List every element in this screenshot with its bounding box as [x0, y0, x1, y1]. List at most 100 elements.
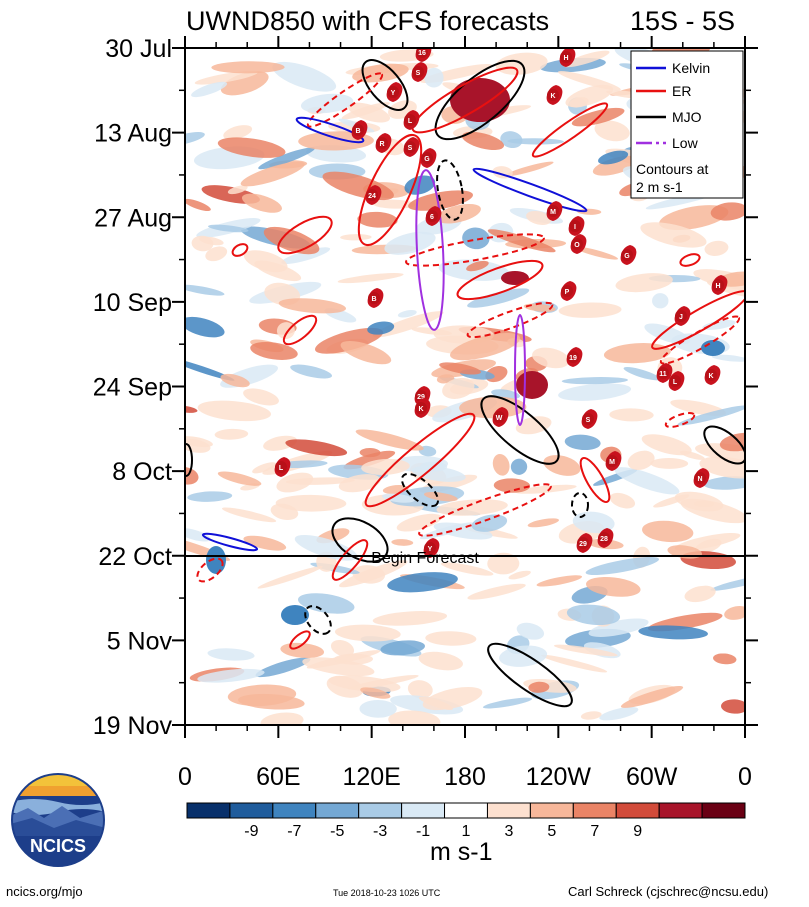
wave-contour	[304, 605, 332, 635]
anomaly-patch	[702, 320, 736, 330]
anomaly-patch	[674, 533, 741, 551]
wave-contours	[185, 59, 745, 708]
anomaly-patch	[564, 434, 601, 451]
anomaly-patch	[466, 260, 489, 272]
chart-title: UWND850 with CFS forecasts	[186, 6, 550, 36]
colorbar-units: m s-1	[430, 838, 493, 866]
storm-marker-body	[577, 537, 589, 549]
anomaly-patch	[487, 552, 520, 575]
storm-marker-label: K	[708, 373, 713, 380]
anomaly-patch	[573, 246, 618, 260]
anomaly-patch	[260, 712, 304, 725]
anomaly-patch	[493, 478, 531, 493]
footer-url: ncics.org/mjo	[6, 884, 83, 899]
storm-marker: B	[351, 120, 368, 140]
anomaly-patch	[720, 699, 745, 714]
anomaly-patch	[532, 347, 570, 369]
anomaly-patch	[278, 298, 347, 314]
anomaly-patch	[553, 644, 618, 657]
anomaly-patch	[214, 428, 249, 440]
x-axis-labels: 0 60E 120E 180 120W 60W 0	[178, 763, 752, 791]
storm-marker-label: 11	[659, 371, 667, 378]
wave-contour	[306, 72, 384, 128]
anomaly-patch	[185, 439, 211, 453]
anomaly-patch	[355, 429, 424, 451]
colorbar-swatch	[229, 802, 274, 819]
storm-marker-label: 24	[368, 193, 376, 200]
anomaly-patch	[411, 465, 466, 482]
y-tick-label: 30 Jul	[105, 35, 172, 63]
anomaly-patch	[580, 711, 602, 720]
storm-marker: S	[411, 62, 428, 82]
storm-marker-label: J	[679, 314, 683, 321]
storm-marker-body	[547, 89, 559, 101]
storm-marker: G	[620, 245, 637, 265]
anomaly-patch	[467, 583, 526, 600]
anomaly-patch	[243, 388, 279, 406]
storm-marker-body	[368, 292, 380, 304]
wave-contour	[456, 259, 544, 301]
anomaly-patch	[585, 557, 660, 576]
storm-marker: I	[568, 216, 585, 236]
anomaly-patch	[627, 450, 655, 470]
anomaly-patch	[677, 405, 745, 426]
anomaly-patch	[592, 155, 639, 176]
anomaly-patch	[290, 364, 333, 379]
anomaly-patch	[710, 574, 745, 591]
anomaly-patch	[569, 97, 589, 108]
x-tick-label: 120E	[342, 763, 400, 791]
anomaly-patch	[205, 246, 228, 262]
storm-marker-body	[426, 210, 438, 222]
x-tick-label: 120W	[526, 763, 592, 791]
legend-note-line2: 2 m s-1	[636, 179, 683, 195]
anomaly-patch	[623, 366, 661, 381]
storm-marker-label: S	[416, 70, 421, 77]
wave-contour	[679, 253, 701, 267]
anomaly-patch	[609, 492, 636, 509]
anomaly-patch	[330, 639, 355, 657]
storm-marker-label: G	[624, 253, 630, 260]
wave-contour	[664, 412, 696, 428]
anomaly-patch	[620, 685, 684, 708]
anomaly-patch	[340, 234, 372, 241]
wave-contour	[487, 642, 573, 708]
anomaly-patch	[450, 332, 520, 361]
anomaly-patch	[719, 432, 745, 452]
y-tick-label: 10 Sep	[93, 289, 172, 317]
storm-marker-body	[547, 205, 559, 217]
storm-marker-body	[569, 220, 581, 232]
legend-note-line1: Contours at	[636, 161, 708, 177]
colorbar-swatch	[486, 802, 531, 819]
anomaly-patch	[407, 680, 433, 699]
anomaly-patch	[641, 434, 692, 456]
anomaly-patch	[510, 458, 528, 475]
y-tick-label: 8 Oct	[112, 458, 172, 486]
anomaly-patch	[558, 383, 632, 401]
anomaly-patch	[217, 137, 286, 158]
wave-contour	[659, 315, 741, 365]
storm-marker-label: 29	[417, 394, 425, 401]
anomaly-patch	[585, 576, 641, 597]
colorbar-swatch	[444, 802, 488, 819]
storm-marker-label: Y	[391, 90, 396, 97]
colorbar-tick-label: -5	[330, 823, 344, 840]
colorbar-swatch	[572, 802, 617, 819]
forecast-line: Begin Forecast	[185, 550, 745, 567]
region-label: 15S - 5S	[630, 6, 736, 36]
begin-forecast-label: Begin Forecast	[371, 550, 479, 567]
anomaly-patch	[577, 208, 602, 215]
anomaly-patch	[381, 493, 415, 503]
wave-contour	[472, 167, 588, 213]
storm-marker: 28	[597, 528, 614, 548]
anomaly-patch	[276, 322, 295, 340]
storm-marker: O	[570, 234, 587, 254]
wave-contour	[405, 233, 545, 267]
strong-anomaly-patch	[450, 78, 510, 122]
anomaly-patch	[436, 499, 508, 516]
storm-marker-body	[561, 285, 573, 297]
wave-contour	[411, 66, 519, 134]
strong-anomaly-patch	[501, 271, 529, 285]
storm-marker: 19	[566, 347, 583, 367]
anomaly-patch	[185, 284, 225, 296]
storm-marker: K	[414, 398, 431, 418]
